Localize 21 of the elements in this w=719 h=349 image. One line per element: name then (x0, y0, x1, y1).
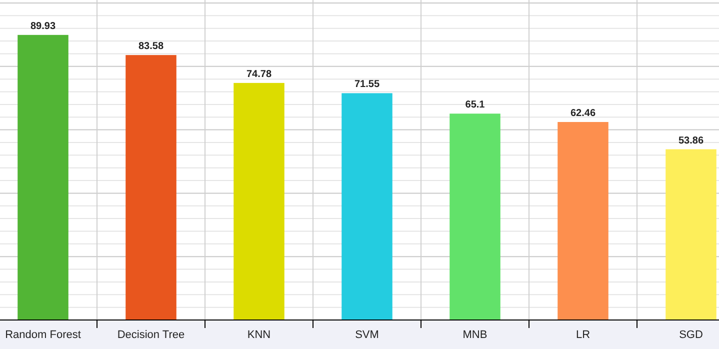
x-tick-label: LR (576, 329, 590, 341)
bar (666, 149, 716, 320)
x-tick-label: SVM (355, 329, 379, 341)
data-label: 83.58 (138, 41, 164, 52)
x-tick-label: SGD (679, 329, 703, 341)
bar (342, 93, 392, 320)
data-label: 74.78 (246, 68, 272, 80)
x-tick-label: Random Forest (5, 329, 81, 341)
data-label: 89.93 (30, 20, 56, 32)
bar (450, 114, 500, 320)
x-tick-label: MNB (462, 329, 488, 341)
bar (234, 82, 284, 320)
bar (126, 55, 176, 320)
data-label: 53.86 (678, 135, 704, 146)
x-tick-label: Decision Tree (117, 329, 185, 341)
data-label: 65.1 (465, 100, 486, 111)
bar (558, 122, 608, 320)
bar (18, 34, 68, 320)
x-tick-label: KNN (247, 329, 271, 341)
data-label: 62.46 (570, 108, 596, 119)
data-label: 71.55 (354, 79, 380, 90)
